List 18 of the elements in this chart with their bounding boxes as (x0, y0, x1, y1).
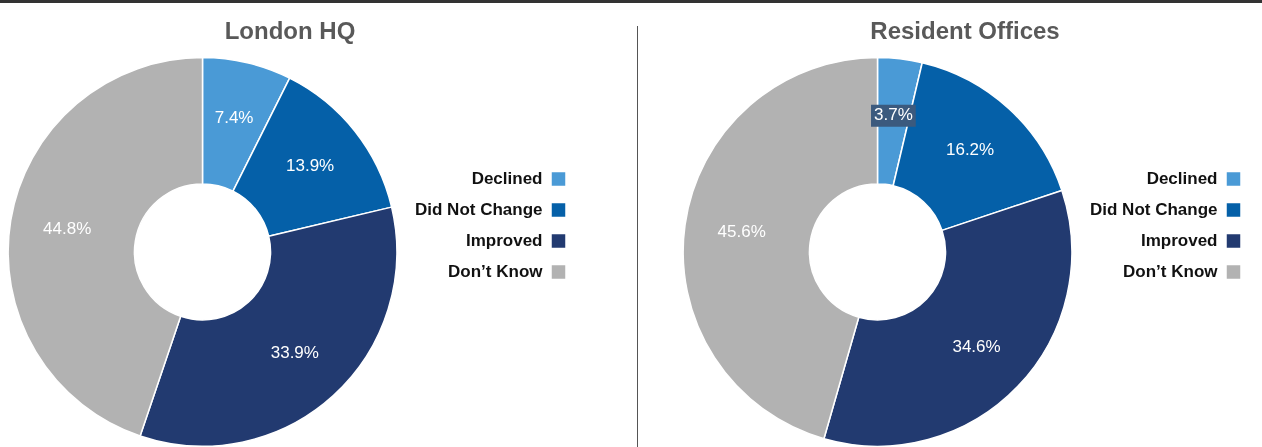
legend-label: Improved (1140, 230, 1218, 250)
legend-label: Did Not Change (415, 199, 543, 219)
legend-label: Don’t Know (448, 261, 544, 281)
chart-title: Resident Offices (870, 17, 1060, 45)
data-label: 7.4% (214, 108, 254, 128)
data-label: 34.6% (952, 336, 1001, 356)
data-label: 13.9% (286, 156, 335, 176)
legend-label: Declined (471, 168, 543, 188)
legend-label: Did Not Change (1090, 199, 1218, 219)
data-label: 33.9% (270, 343, 319, 363)
data-label: 45.6% (717, 222, 766, 242)
chart-title: London HQ (224, 17, 356, 45)
legend-label: Improved (465, 230, 543, 250)
data-label: 44.8% (43, 219, 92, 239)
legend-label: Don’t Know (1123, 261, 1219, 281)
data-label: 3.7% (874, 105, 913, 125)
data-label: 16.2% (945, 140, 995, 160)
legend-label: Declined (1146, 168, 1218, 188)
